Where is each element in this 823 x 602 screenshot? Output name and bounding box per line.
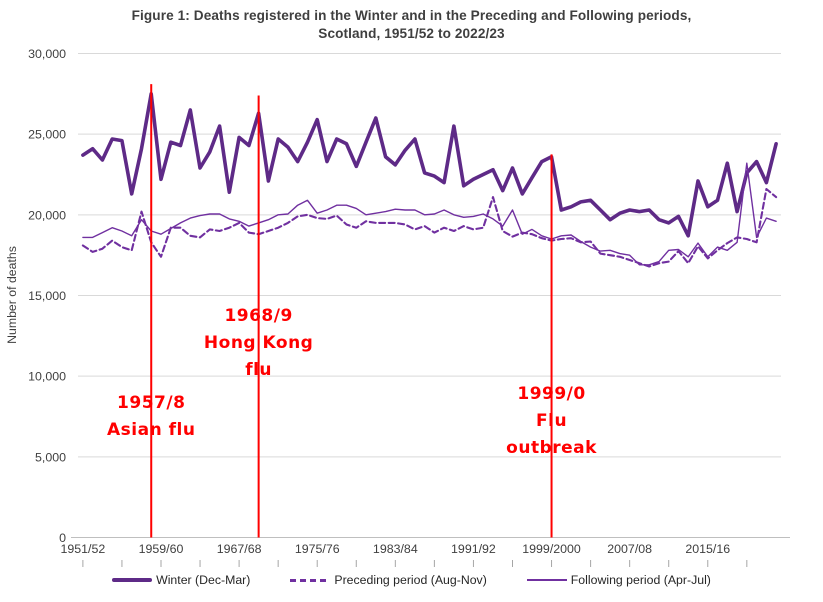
preceding-line-swatch-icon (290, 578, 331, 582)
x-tick-label: 1991/92 (451, 542, 496, 556)
legend-label-winter: Winter (Dec-Mar) (156, 573, 251, 587)
x-tick-label: 2015/16 (685, 542, 730, 556)
annotation-asian-flu: 1957/8 Asian flu (107, 393, 196, 440)
y-tick-label: 30,000 (28, 47, 66, 61)
chart-title: Figure 1: Deaths registered in the Winte… (0, 7, 823, 43)
annotation-flu-outbreak: 1999/0 Flu outbreak (506, 384, 597, 458)
following-line-swatch-icon (526, 579, 567, 581)
legend-item-following: Following period (Apr-Jul) (526, 573, 711, 587)
x-tick-label: 1999/2000 (522, 542, 581, 556)
x-tick-label: 1951/52 (60, 542, 105, 556)
legend-item-winter: Winter (Dec-Mar) (112, 573, 250, 587)
chart-legend: Winter (Dec-Mar) Preceding period (Aug-N… (0, 573, 823, 587)
x-tick-label: 1975/76 (295, 542, 340, 556)
annotation-hong-kong-flu: 1968/9 Hong Kong flu (203, 306, 314, 380)
y-tick-label: 15,000 (28, 289, 66, 303)
y-tick-label: 0 (59, 531, 66, 545)
series-line-thick (81, 92, 778, 238)
y-tick-label: 20,000 (28, 208, 66, 222)
chart-title-line2: Scotland, 1951/52 to 2022/23 (318, 26, 505, 41)
x-tick-label: 1983/84 (373, 542, 418, 556)
legend-label-preceding: Preceding period (Aug-Nov) (334, 573, 487, 587)
legend-label-following: Following period (Apr-Jul) (570, 573, 711, 587)
x-tick-label: 1967/68 (217, 542, 262, 556)
y-tick-label: 10,000 (28, 370, 66, 384)
x-tick-label: 2007/08 (607, 542, 652, 556)
series-line-dashed (81, 187, 778, 268)
winter-line-swatch-icon (112, 578, 153, 582)
x-tick-label: 1959/60 (139, 542, 184, 556)
y-tick-label: 25,000 (28, 128, 66, 142)
y-tick-label: 5,000 (35, 450, 66, 464)
chart-title-line1: Figure 1: Deaths registered in the Winte… (131, 8, 692, 23)
series-line-thin (82, 162, 777, 266)
legend-item-preceding: Preceding period (Aug-Nov) (290, 573, 487, 587)
